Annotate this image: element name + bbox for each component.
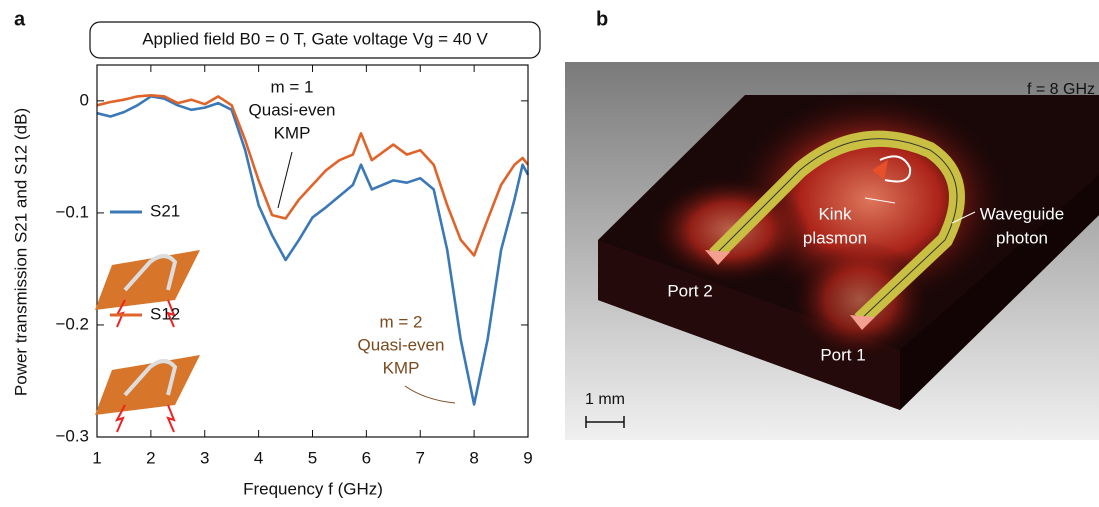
plot [96, 94, 530, 406]
y-axis-label: Power transmission S21 and S12 (dB) [11, 108, 30, 396]
chart-title: Applied field B0 = 0 T, Gate voltage Vg … [142, 29, 488, 48]
port-label: Port 1 [820, 345, 865, 364]
title-box [89, 21, 541, 59]
y-tick-label: −0.2 [55, 314, 89, 333]
port-label: Port 2 [667, 281, 712, 300]
device-icon [95, 355, 200, 433]
legend-label: S21 [150, 201, 180, 220]
y-tick-label: 0 [80, 90, 89, 109]
annotation: KMP [274, 123, 311, 142]
x-tick-label: 5 [308, 448, 317, 467]
y-tick-label: −0.1 [55, 202, 89, 221]
x-tick-label: 9 [523, 448, 532, 467]
frequency-label: f = 8 GHz [1027, 81, 1095, 98]
annotation: Quasi-even [249, 100, 336, 119]
waveguide-label: Waveguide [980, 204, 1064, 223]
annotation: KMP [383, 358, 420, 377]
x-tick-label: 1 [92, 448, 101, 467]
annotation: m = 1 [271, 77, 314, 96]
panel-label: b [596, 8, 608, 30]
x-tick-label: 2 [146, 448, 155, 467]
kink-label: plasmon [803, 228, 867, 247]
x-tick-label: 7 [416, 448, 425, 467]
x-tick-label: 6 [362, 448, 371, 467]
y-tick-label: −0.3 [55, 426, 89, 445]
waveguide-label: photon [996, 228, 1048, 247]
series-line [96, 95, 530, 406]
kink-label: Kink [818, 204, 852, 223]
leader-line [277, 151, 293, 209]
annotation: m = 2 [380, 312, 423, 331]
x-axis-label: Frequency f (GHz) [243, 479, 383, 498]
leader-line [404, 385, 456, 404]
x-tick-label: 3 [200, 448, 209, 467]
x-tick-label: 8 [469, 448, 478, 467]
annotation: Quasi-even [358, 335, 445, 354]
device-icon [95, 250, 200, 328]
x-tick-label: 4 [254, 448, 263, 467]
series-line [96, 94, 530, 257]
legend-label: S12 [150, 304, 180, 323]
panel-label: a [14, 8, 26, 30]
simulation-image [565, 62, 1099, 440]
scale-label: 1 mm [585, 391, 625, 408]
